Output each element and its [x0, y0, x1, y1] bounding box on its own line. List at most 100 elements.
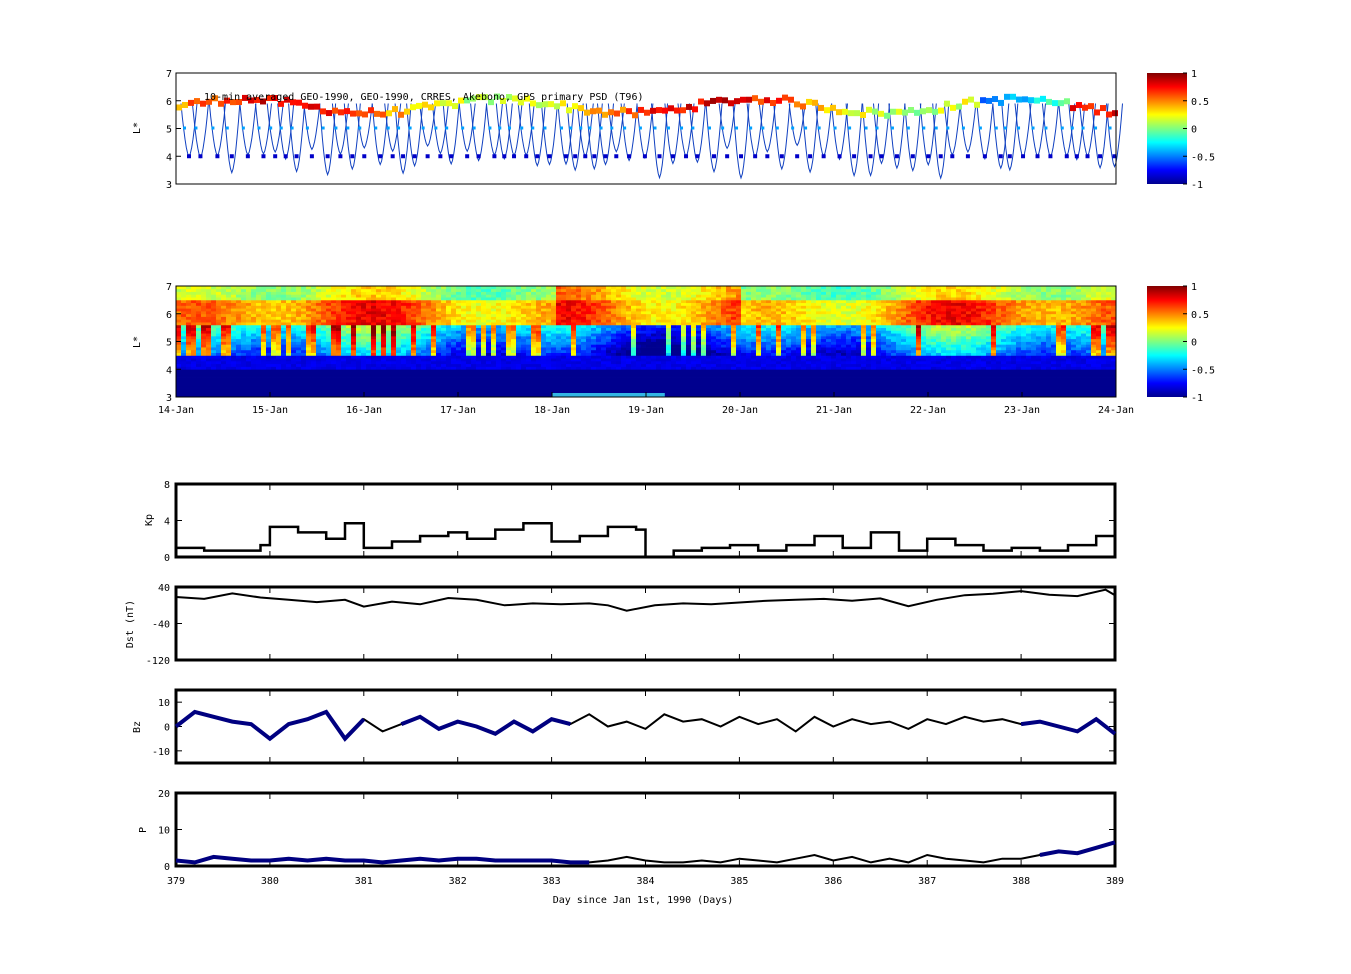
- psd-cell: [551, 305, 557, 309]
- psd-cell: [491, 360, 497, 365]
- psd-cell: [611, 377, 617, 381]
- psd-cell: [421, 391, 427, 395]
- psd-cell: [681, 349, 687, 353]
- orbit-low-point: [739, 154, 744, 159]
- psd-cell: [341, 299, 347, 304]
- psd-cell: [256, 330, 262, 334]
- psd-cell: [536, 363, 542, 367]
- psd-cell: [191, 330, 197, 334]
- psd-cell: [386, 352, 392, 356]
- psd-cell: [196, 310, 202, 315]
- psd-cell: [721, 286, 727, 290]
- geo-psd-cell: [752, 95, 758, 102]
- geo-psd-cell: [1088, 103, 1094, 110]
- geo-psd-cell: [218, 100, 224, 107]
- psd-cell: [491, 377, 497, 381]
- psd-cell: [231, 319, 237, 323]
- orbit-mid-point: [994, 126, 998, 130]
- psd-cell: [621, 363, 627, 367]
- geo-psd-cell: [674, 107, 680, 114]
- psd-cell: [726, 288, 732, 292]
- psd-cell: [576, 288, 582, 292]
- psd-cell: [261, 369, 267, 373]
- geo-psd-cell: [320, 108, 326, 115]
- geo-psd-cell: [398, 111, 404, 118]
- psd-cell: [681, 308, 687, 312]
- psd-cell: [181, 366, 187, 370]
- psd-cell: [606, 305, 612, 309]
- psd-cell: [561, 299, 567, 304]
- psd-cell: [711, 355, 717, 359]
- geo-psd-cell: [578, 105, 584, 112]
- psd-cell: [541, 374, 547, 378]
- psd-cell: [471, 363, 477, 367]
- psd-cell: [326, 330, 332, 334]
- psd-cell: [596, 380, 602, 384]
- psd-cell: [646, 341, 652, 345]
- psd-cell: [296, 385, 302, 390]
- psd-cell: [486, 291, 492, 295]
- psd-cell: [661, 385, 667, 390]
- psd-cell: [606, 294, 612, 298]
- psd-cell: [531, 366, 537, 370]
- psd-cell: [501, 344, 507, 348]
- psd-cell: [431, 380, 437, 384]
- psd-cell: [426, 394, 432, 398]
- psd-cell: [436, 297, 442, 301]
- psd-cell: [616, 313, 622, 317]
- psd-cell: [711, 369, 717, 373]
- psd-cell: [526, 324, 532, 329]
- psd-cell: [586, 330, 592, 334]
- psd-cell: [291, 305, 297, 309]
- psd-cell: [706, 286, 712, 290]
- psd-cell: [416, 349, 422, 353]
- psd-cell: [266, 366, 272, 370]
- psd-cell: [216, 377, 222, 381]
- psd-cell: [661, 305, 667, 309]
- psd-cell: [601, 369, 607, 373]
- psd-cell: [241, 299, 247, 304]
- psd-cell: [291, 310, 297, 315]
- psd-cell: [586, 344, 592, 348]
- psd-cell: [631, 316, 637, 320]
- psd-cell: [606, 385, 612, 390]
- psd-cell: [531, 380, 537, 384]
- psd-cell: [426, 286, 432, 290]
- psd-cell: [711, 319, 717, 323]
- psd-cell: [731, 330, 737, 334]
- psd-cell: [706, 383, 712, 387]
- psd-cell: [436, 385, 442, 390]
- psd-cell: [521, 299, 527, 304]
- psd-cell: [506, 310, 512, 315]
- psd-cell: [636, 335, 642, 340]
- geo-psd-cell: [824, 107, 830, 114]
- psd-cell: [361, 352, 367, 356]
- psd-cell: [196, 349, 202, 353]
- psd-cell: [576, 313, 582, 317]
- psd-cell: [476, 327, 482, 331]
- psd-cell: [396, 319, 402, 323]
- psd-cell: [441, 308, 447, 312]
- psd-cell: [626, 369, 632, 373]
- psd-cell: [236, 372, 242, 376]
- psd-cell: [681, 288, 687, 292]
- psd-cell: [396, 349, 402, 353]
- psd-cell: [436, 341, 442, 345]
- psd-cell: [466, 324, 472, 329]
- psd-cell: [336, 369, 342, 373]
- psd-cell: [426, 358, 432, 362]
- psd-cell: [241, 388, 247, 392]
- psd-cell: [341, 319, 347, 323]
- psd-cell: [191, 344, 197, 348]
- psd-cell: [651, 347, 657, 351]
- psd-cell: [566, 349, 572, 353]
- psd-cell: [441, 374, 447, 378]
- psd-cell: [356, 324, 362, 329]
- psd-cell: [361, 380, 367, 384]
- psd-cell: [206, 338, 212, 342]
- psd-cell: [231, 388, 237, 392]
- psd-cell: [631, 335, 637, 340]
- psd-cell: [726, 374, 732, 378]
- psd-cell: [701, 380, 707, 384]
- psd-cell: [476, 380, 482, 384]
